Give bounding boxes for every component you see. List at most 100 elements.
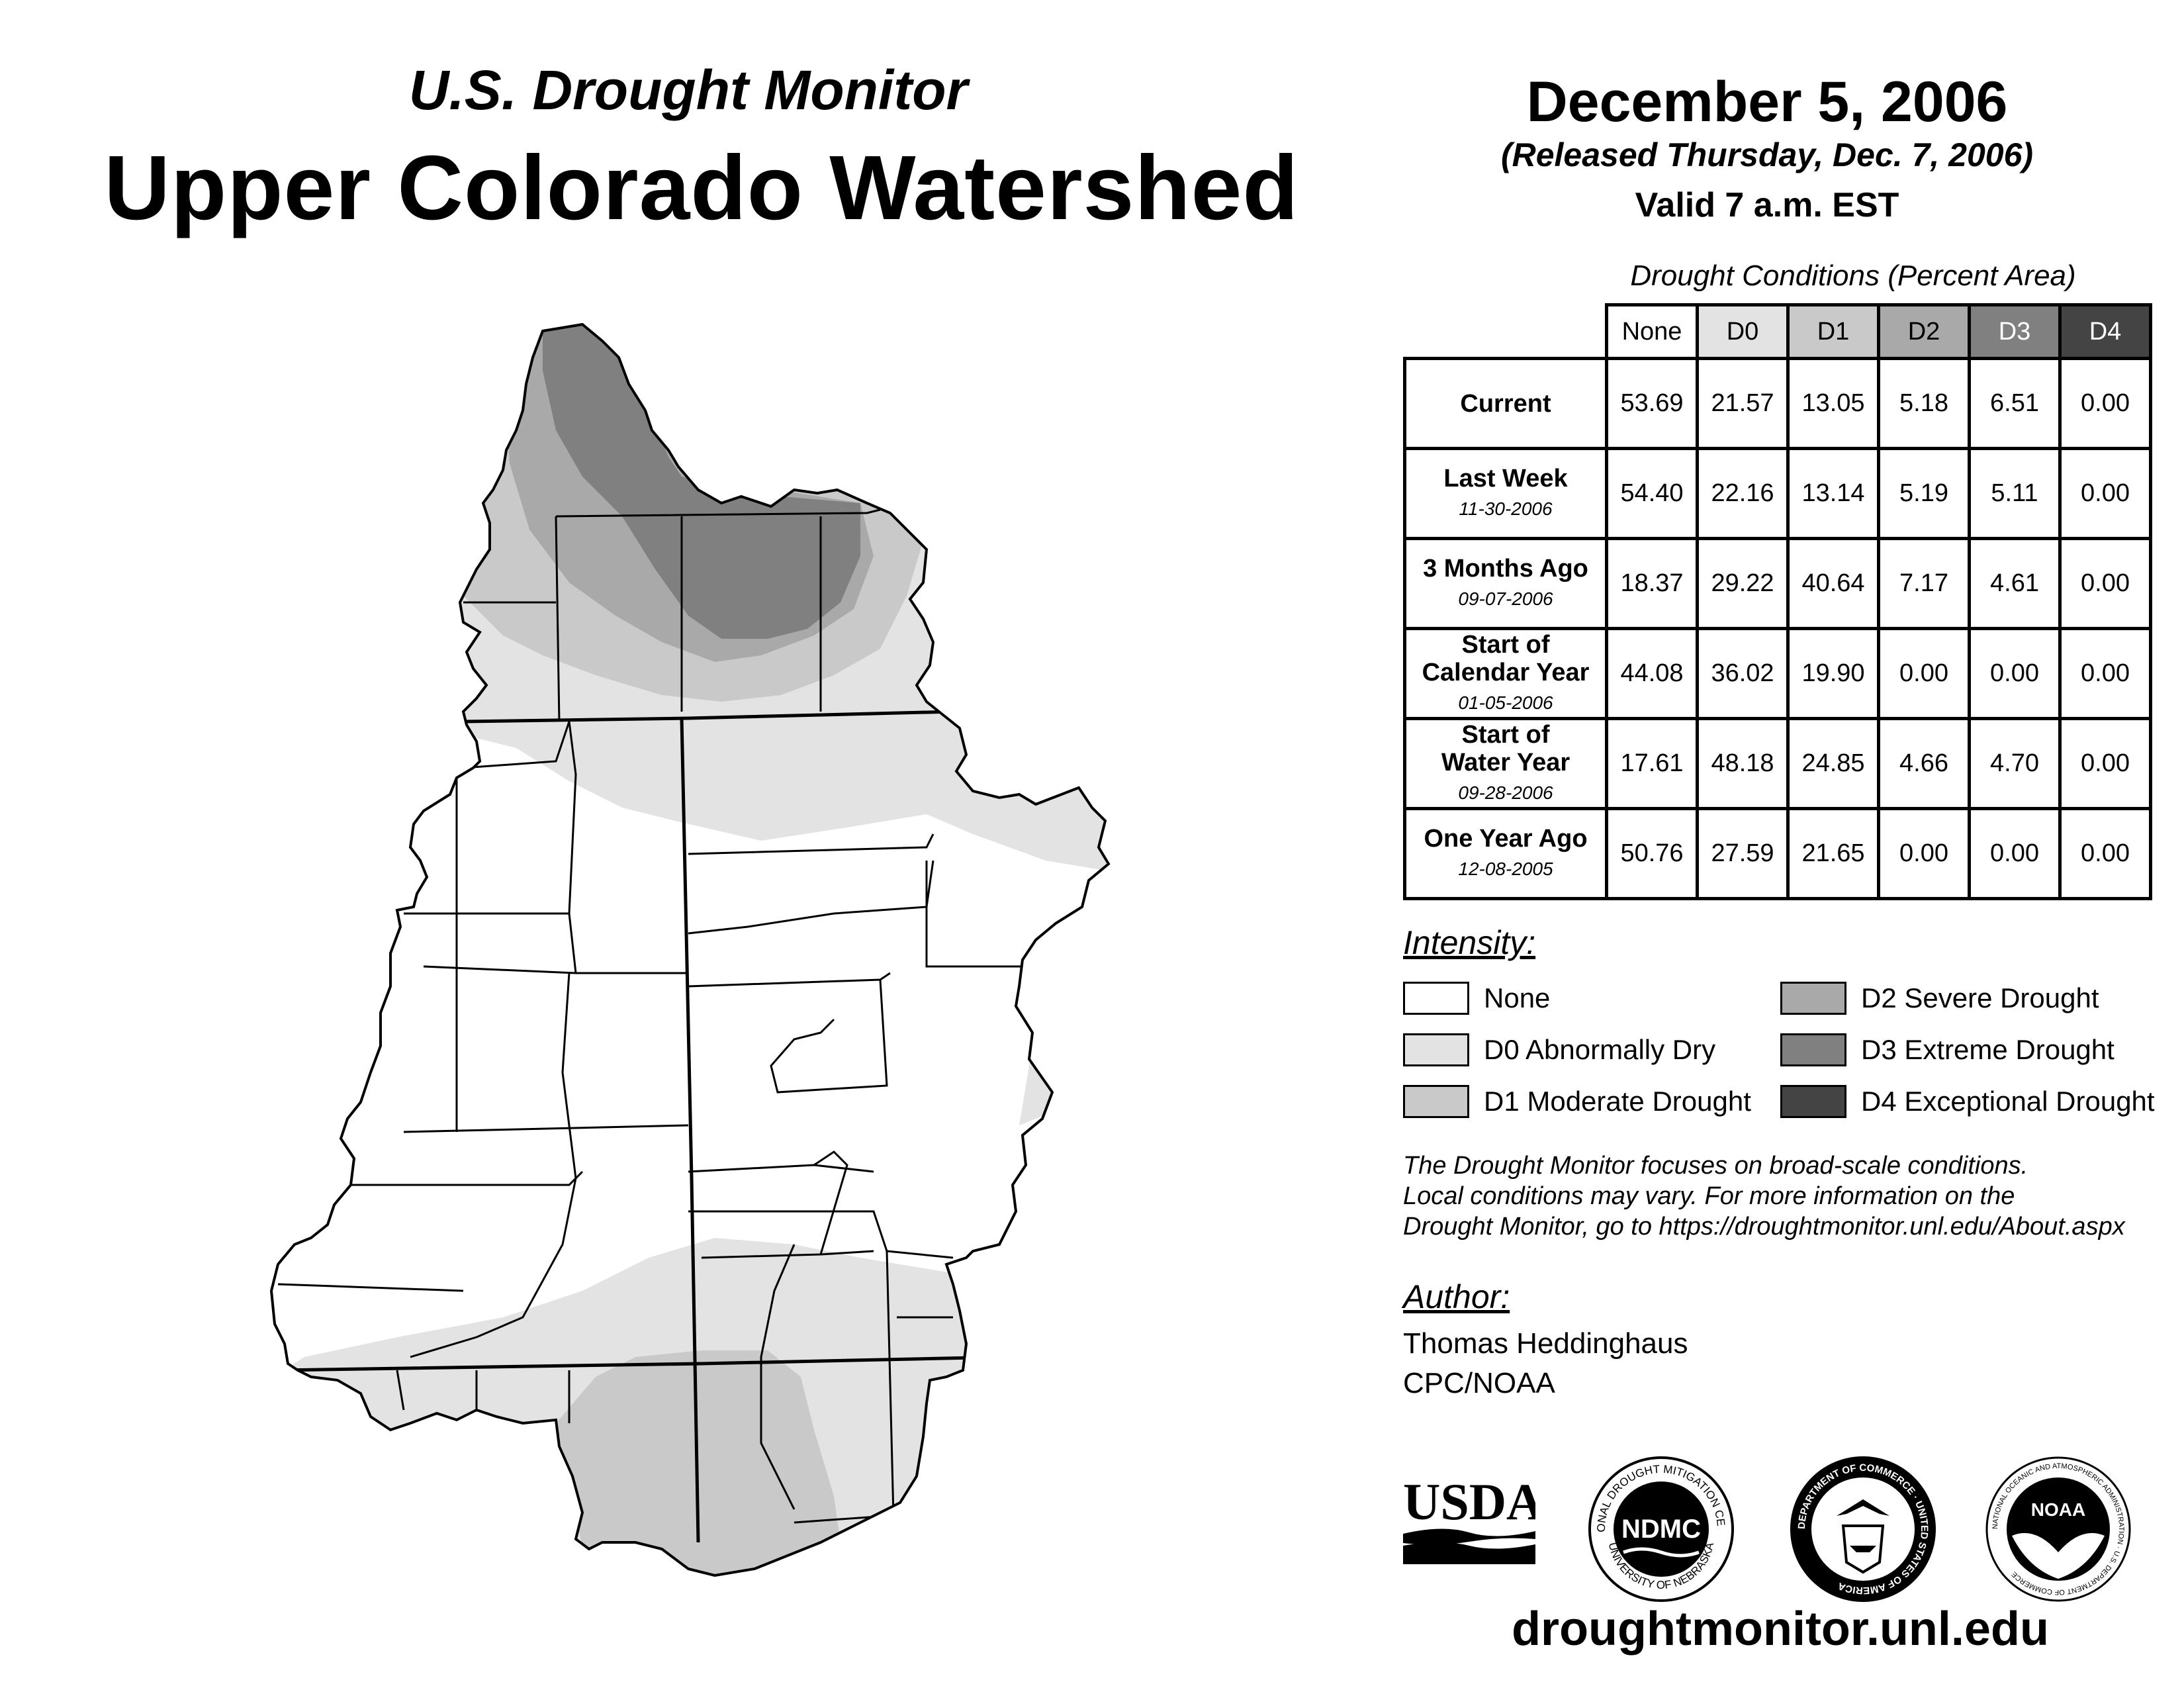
column-header: D3 <box>1968 303 2062 360</box>
row-label-text: Water Year <box>1441 748 1570 776</box>
shield-icon <box>1841 1524 1885 1574</box>
table-cell: 0.00 <box>2058 537 2152 630</box>
table-cell: 29.22 <box>1696 537 1790 630</box>
disclaimer-note: The Drought Monitor focuses on broad-sca… <box>1403 1150 2171 1242</box>
table-cell: 0.00 <box>2058 807 2152 900</box>
legend-item-d4: D4 Exceptional Drought <box>1780 1083 2155 1120</box>
row-label-text: 3 Months Ago <box>1423 554 1588 583</box>
table-row: Start of Water Year 09-28-2006 17.61 48.18 24… <box>1403 717 2152 810</box>
table-cell: 13.14 <box>1786 447 1880 540</box>
column-header: D4 <box>2058 303 2152 360</box>
table-cell: 6.51 <box>1968 357 2062 450</box>
author-org: CPC/NOAA <box>1403 1367 1555 1399</box>
legend-swatch-d2 <box>1780 982 1846 1015</box>
table-cell: 53.69 <box>1605 357 1699 450</box>
row-label-text: Current <box>1460 389 1551 418</box>
noaa-text: NOAA <box>2031 1499 2085 1520</box>
table-cell: 0.00 <box>1877 807 1971 900</box>
table-cell: 19.90 <box>1786 627 1880 720</box>
legend-label: D0 Abnormally Dry <box>1484 1034 1716 1065</box>
legend-heading: Intensity: <box>1403 924 1536 961</box>
table-cell: 0.00 <box>2058 627 2152 720</box>
author-name: Thomas Heddinghaus <box>1403 1327 1688 1360</box>
legend-item-d2: D2 Severe Drought <box>1780 980 2099 1017</box>
table-cell: 24.85 <box>1786 717 1880 810</box>
legend-item-d0: D0 Abnormally Dry <box>1403 1031 1715 1068</box>
watershed-map <box>270 323 1110 1577</box>
table-cell: 0.00 <box>2058 357 2152 450</box>
row-label: Current <box>1403 357 1608 450</box>
row-date: 09-07-2006 <box>1458 588 1553 609</box>
table-cell: 40.64 <box>1786 537 1880 630</box>
table-cell: 0.00 <box>1968 807 2062 900</box>
table-cell: 21.57 <box>1696 357 1790 450</box>
legend-swatch-d0 <box>1403 1033 1469 1066</box>
column-header: D2 <box>1877 303 1971 360</box>
table-cell: 0.00 <box>1968 627 2062 720</box>
legend-label: D3 Extreme Drought <box>1861 1034 2115 1065</box>
row-label: Start of Calendar Year 01-05-2006 <box>1403 627 1608 720</box>
map-subtitle: U.S. Drought Monitor <box>408 59 968 121</box>
ndmc-logo: NATIONAL DROUGHT MITIGATION CENTER UNIVE… <box>1585 1453 1734 1602</box>
table-corner <box>1404 305 1608 360</box>
table-cell: 18.37 <box>1605 537 1699 630</box>
eagle-icon <box>1837 1499 1889 1516</box>
table-row: 3 Months Ago 09-07-2006 18.37 29.22 40.64 7.1… <box>1403 537 2152 630</box>
table-cell: 22.16 <box>1696 447 1790 540</box>
commerce-seal: DEPARTMENT OF COMMERCE · UNITED STATES O… <box>1790 1456 1936 1602</box>
usda-text: USDA <box>1403 1473 1535 1530</box>
table-caption: Drought Conditions (Percent Area) <box>1630 259 2076 292</box>
table-cell: 5.11 <box>1968 447 2062 540</box>
column-header: D0 <box>1696 303 1790 360</box>
row-label-text: Start of <box>1461 720 1550 749</box>
d1-area-south <box>556 1350 847 1575</box>
county-lines <box>277 508 1023 1524</box>
row-date: 12-08-2005 <box>1458 858 1553 879</box>
row-label: Last Week 11-30-2006 <box>1403 447 1608 540</box>
legend-swatch-d4 <box>1780 1085 1846 1118</box>
row-label-text: Last Week <box>1443 464 1568 492</box>
row-date: 11-30-2006 <box>1459 498 1553 519</box>
noaa-logo: NATIONAL OCEANIC AND ATMOSPHERIC ADMINIS… <box>1985 1456 2131 1602</box>
row-label: 3 Months Ago 09-07-2006 <box>1403 537 1608 630</box>
table-cell: 5.19 <box>1877 447 1971 540</box>
legend-swatch-d1 <box>1403 1085 1469 1118</box>
row-label-text: One Year Ago <box>1424 824 1588 853</box>
table-cell: 48.18 <box>1696 717 1790 810</box>
legend-label: D1 Moderate Drought <box>1484 1086 1751 1117</box>
table-cell: 0.00 <box>2058 447 2152 540</box>
table-cell: 44.08 <box>1605 627 1699 720</box>
row-date: 09-28-2006 <box>1458 782 1553 803</box>
table-cell: 36.02 <box>1696 627 1790 720</box>
legend-item-d3: D3 Extreme Drought <box>1780 1031 2115 1068</box>
table-cell: 21.65 <box>1786 807 1880 900</box>
table-cell: 4.70 <box>1968 717 2062 810</box>
row-label: One Year Ago 12-08-2005 <box>1403 807 1608 900</box>
release-date: (Released Thursday, Dec. 7, 2006) <box>1500 136 2034 173</box>
gull-icon <box>2012 1532 2105 1579</box>
table-cell: 54.40 <box>1605 447 1699 540</box>
table-cell: 17.61 <box>1605 717 1699 810</box>
table-cell: 50.76 <box>1605 807 1699 900</box>
column-header: D1 <box>1786 303 1880 360</box>
table-cell: 27.59 <box>1696 807 1790 900</box>
legend-item-none: None <box>1403 980 1550 1017</box>
table-cell: 4.66 <box>1877 717 1971 810</box>
table-row: Last Week 11-30-2006 54.40 22.16 13.14 5.19 5.… <box>1403 447 2152 540</box>
table-cell: 0.00 <box>1877 627 1971 720</box>
legend-swatch-d3 <box>1780 1033 1846 1066</box>
table-cell: 13.05 <box>1786 357 1880 450</box>
state-borders <box>277 710 1007 1543</box>
table-cell: 0.00 <box>2058 717 2152 810</box>
table-row: One Year Ago 12-08-2005 50.76 27.59 21.65 0.0… <box>1403 807 2152 900</box>
d3-area <box>543 324 860 639</box>
column-header: None <box>1605 303 1699 360</box>
row-date: 01-05-2006 <box>1458 692 1553 713</box>
row-label-text: Start of <box>1461 630 1550 659</box>
table-cell: 5.18 <box>1877 357 1971 450</box>
legend-label: D4 Exceptional Drought <box>1861 1086 2155 1117</box>
note-line: Drought Monitor, go to https://droughtmo… <box>1403 1213 2125 1241</box>
row-label: Start of Water Year 09-28-2006 <box>1403 717 1608 810</box>
legend-label: D2 Severe Drought <box>1861 982 2099 1013</box>
note-line: The Drought Monitor focuses on broad-sca… <box>1403 1152 2028 1180</box>
